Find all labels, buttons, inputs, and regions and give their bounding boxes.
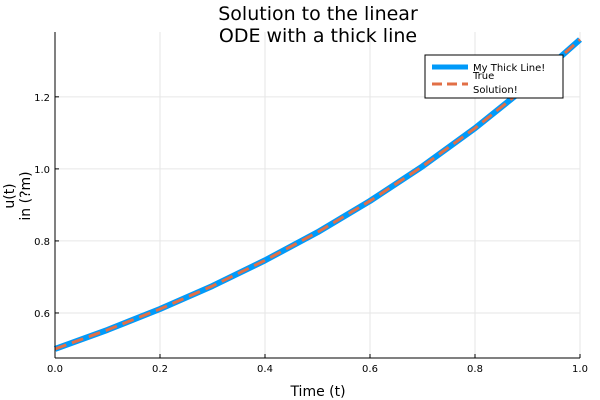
axes [54,32,581,359]
y-axis-label: u(t) in (?m) [2,171,34,220]
y-tick-label-1: 0.8 [34,237,50,248]
x-tick-label-5: 1.0 [572,364,588,375]
y-axis-label-line-1: u(t) [2,183,18,208]
chart-title-line-2: ODE with a thick line [219,25,417,47]
legend-label-true-solution-line-1: True [472,71,494,82]
y-tick-label-2: 1.0 [34,165,50,176]
series-line-1 [54,38,581,351]
chart-title-line-1: Solution to the linear [218,3,418,25]
legend-box [424,54,564,99]
x-axis-label: Time (t) [289,384,345,400]
series [53,37,582,352]
y-axis-label-line-2: in (?m) [18,171,34,220]
x-tick-label-2: 0.4 [257,364,273,375]
y-tick-label-0: 0.6 [34,309,50,320]
legend-label-thick-line: My Thick Line! [473,63,545,74]
legend: My Thick Line! True Solution! [424,54,564,99]
y-tick-label-3: 1.2 [34,93,50,104]
x-tick-label-3: 0.6 [362,364,378,375]
x-tick-label-4: 0.8 [467,364,483,375]
x-tick-label-1: 0.2 [152,364,168,375]
x-tick-label-0: 0.0 [47,364,63,375]
legend-label-true-solution-line-2: Solution! [473,85,518,96]
tick-labels: 0.0 0.2 0.4 0.6 0.8 1.0 0.6 0.8 1.0 1.2 [34,93,588,375]
